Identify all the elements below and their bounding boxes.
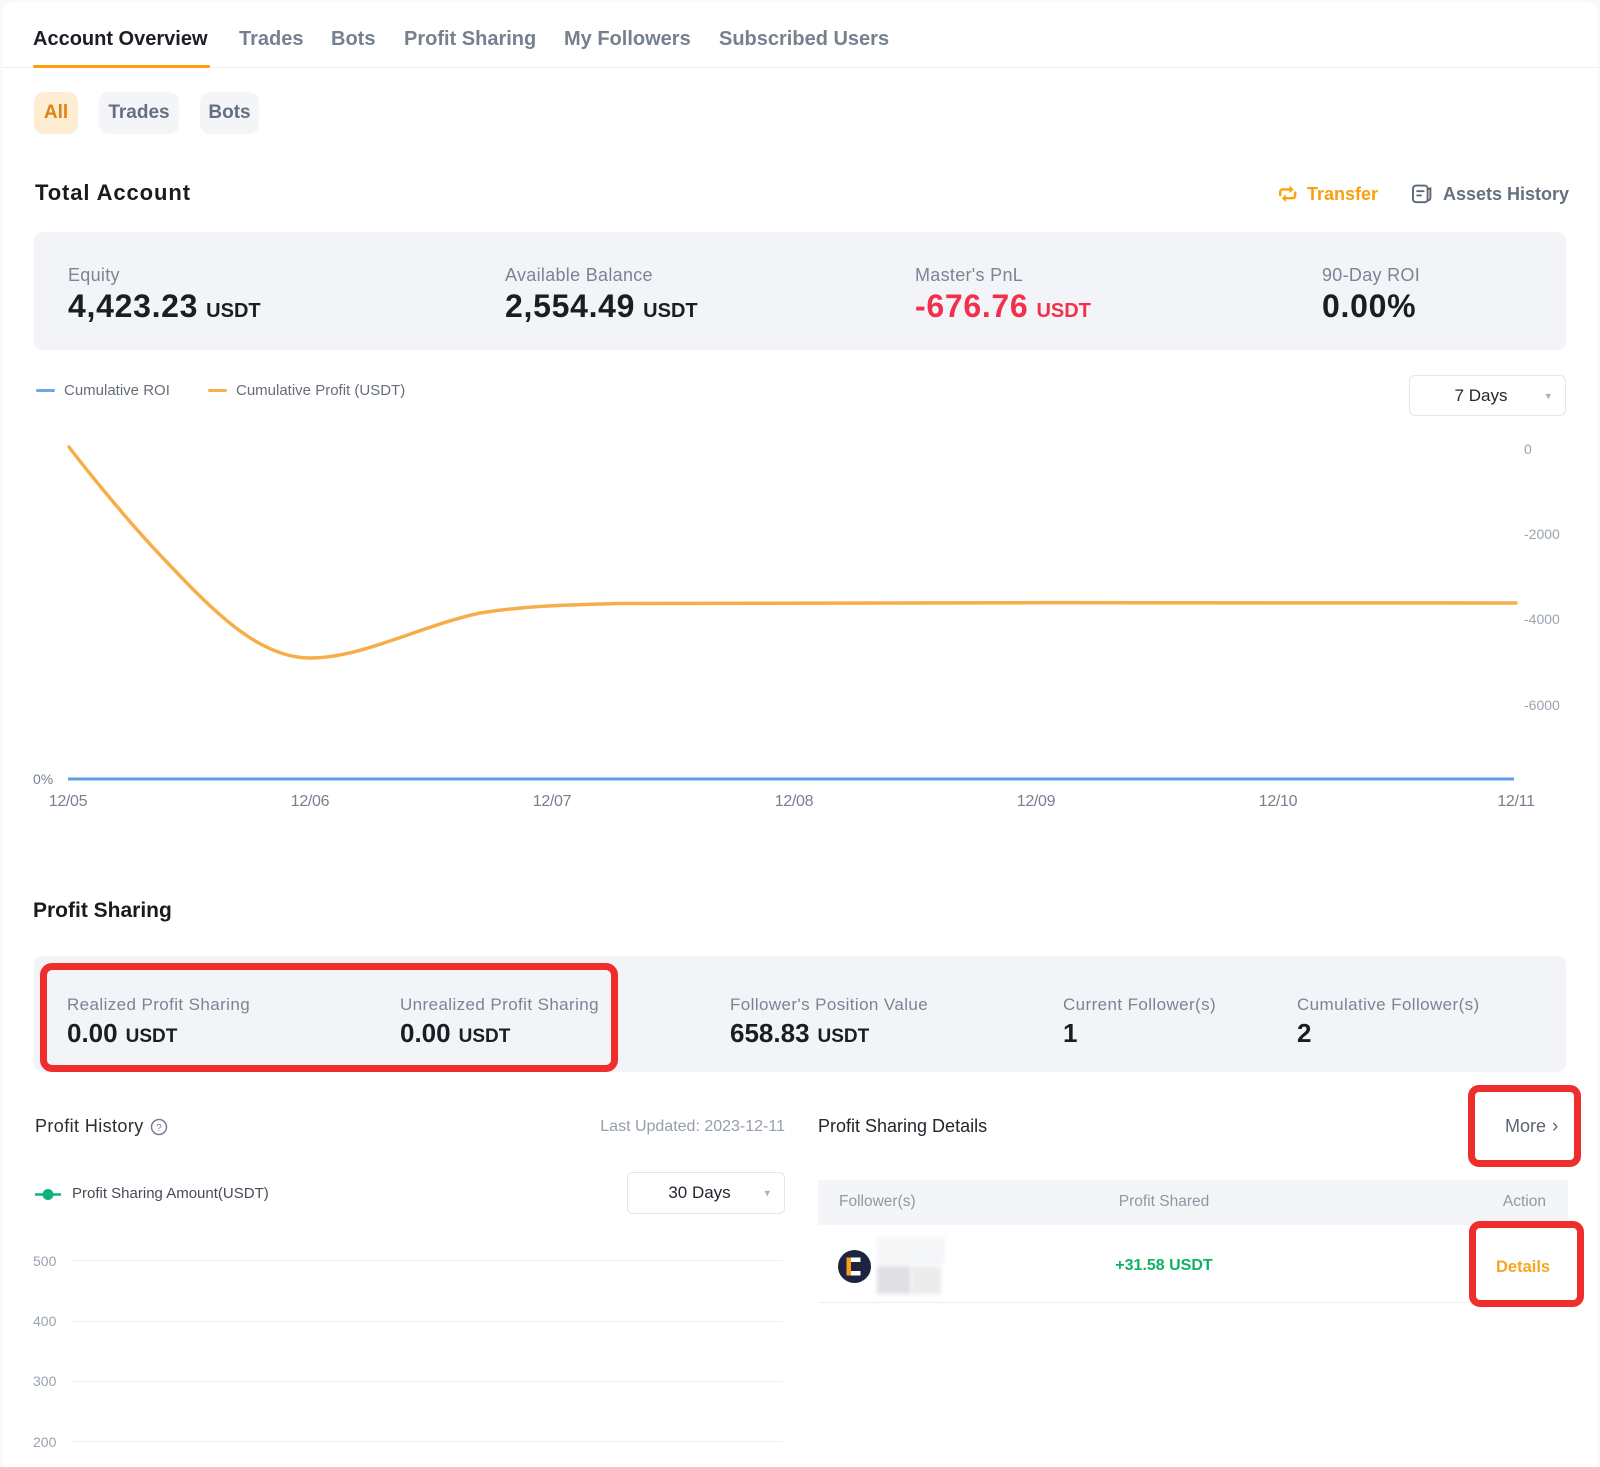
svg-text:?: ? [156, 1123, 162, 1134]
